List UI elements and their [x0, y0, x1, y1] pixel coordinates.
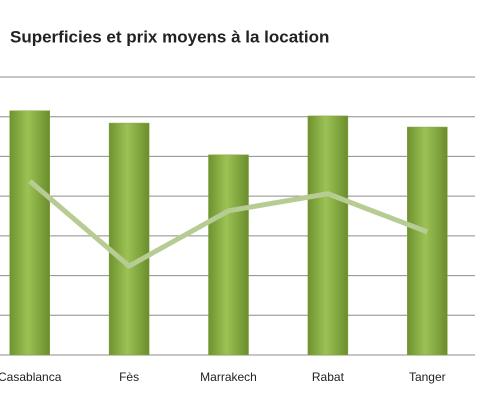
x-tick-label: Casablanca — [0, 370, 62, 384]
bar — [208, 154, 249, 356]
x-tick-label: Fès — [119, 370, 139, 384]
chart-title: Superficies et prix moyens à la location — [10, 27, 329, 46]
line — [28, 179, 429, 269]
bar — [307, 115, 349, 356]
bar — [9, 110, 50, 356]
bar — [407, 126, 448, 356]
bar — [108, 122, 150, 356]
x-tick-label: Tanger — [409, 370, 446, 384]
x-tick-label: Rabat — [312, 370, 345, 384]
x-tick-label: Marrakech — [200, 370, 257, 384]
